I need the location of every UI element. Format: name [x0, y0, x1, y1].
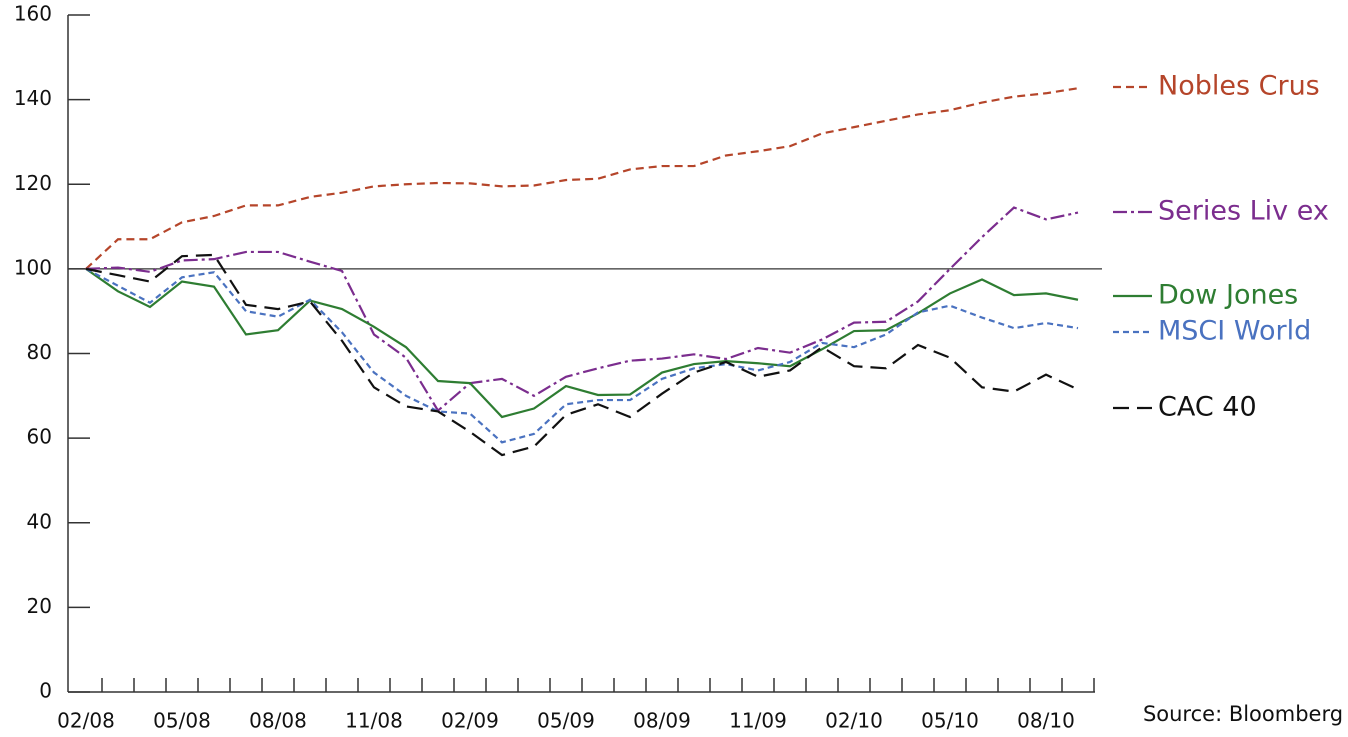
- x-tick-label: 05/08: [153, 709, 211, 733]
- legend-label: MSCI World: [1158, 316, 1311, 347]
- y-tick-label: 20: [27, 594, 52, 618]
- x-tick-label: 11/08: [345, 709, 403, 733]
- x-tick-label: 08/09: [633, 709, 691, 733]
- y-tick-label: 160: [14, 2, 52, 26]
- x-tick-label: 08/08: [249, 709, 307, 733]
- y-tick-label: 120: [14, 171, 52, 195]
- series-line: [85, 253, 1079, 457]
- y-tick-label: 140: [14, 86, 52, 110]
- y-tick-label: 80: [27, 340, 52, 364]
- x-tick-label: 02/10: [825, 709, 883, 733]
- y-tick-label: 60: [27, 425, 52, 449]
- source-note: Source: Bloomberg: [1143, 702, 1343, 726]
- x-tick-label: 08/10: [1017, 709, 1075, 733]
- legend-label: Series Liv ex: [1158, 196, 1329, 227]
- y-tick-label: 40: [27, 509, 52, 533]
- series-line: [85, 267, 1079, 444]
- x-tick-label: 11/09: [729, 709, 787, 733]
- legend-label: CAC 40: [1158, 392, 1257, 423]
- series-line: [85, 87, 1079, 270]
- x-tick-label: 02/08: [57, 709, 115, 733]
- legend-label: Dow Jones: [1158, 280, 1298, 311]
- x-tick-label: 05/09: [537, 709, 595, 733]
- series-line: [85, 267, 1079, 419]
- y-tick-label: 0: [39, 679, 52, 703]
- x-tick-label: 02/09: [441, 709, 499, 733]
- x-tick-label: 05/10: [921, 709, 979, 733]
- legend-label: Nobles Crus: [1158, 71, 1320, 102]
- series-line: [85, 206, 1079, 413]
- y-tick-label: 100: [14, 255, 52, 279]
